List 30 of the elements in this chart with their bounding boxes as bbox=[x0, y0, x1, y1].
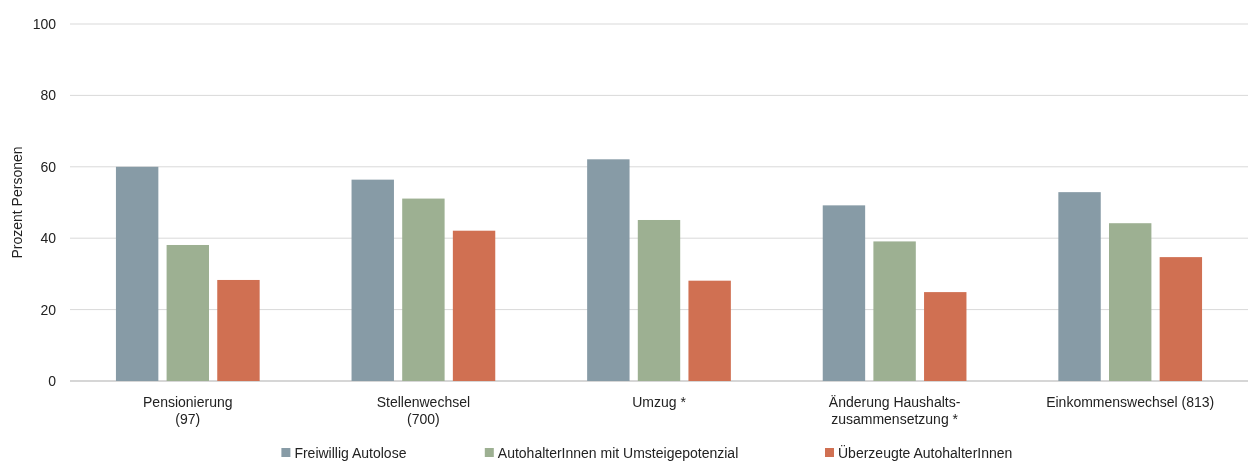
legend-label: AutohalterInnen mit Umsteigepotenzial bbox=[497, 445, 739, 461]
x-tick-label: Einkommenswechsel (813) bbox=[1046, 394, 1215, 410]
y-tick-label: 60 bbox=[40, 158, 57, 175]
bar bbox=[637, 219, 681, 381]
bar bbox=[217, 279, 260, 381]
bar bbox=[115, 166, 159, 381]
x-tick-label: Pensionierung (97) bbox=[143, 394, 233, 427]
y-tick-label: 20 bbox=[40, 301, 57, 318]
x-tick-label: Änderung Haushalts- zusammensetzung * bbox=[828, 394, 961, 427]
y-tick-label: 40 bbox=[40, 230, 57, 247]
bar bbox=[822, 205, 866, 381]
bar bbox=[1159, 257, 1203, 381]
y-tick-label: 0 bbox=[48, 372, 57, 389]
bar bbox=[924, 292, 967, 381]
bar bbox=[1109, 223, 1152, 381]
x-tick-label: Stellenwechsel (700) bbox=[376, 394, 471, 427]
bar bbox=[402, 198, 445, 381]
y-tick-label: 100 bbox=[32, 15, 57, 32]
y-tick-label: 80 bbox=[40, 87, 57, 104]
x-tick-label: Umzug * bbox=[632, 394, 687, 410]
bar bbox=[688, 280, 731, 381]
legend-label: Überzeugte AutohalterInnen bbox=[838, 444, 1013, 461]
bar bbox=[452, 230, 496, 381]
legend-label: Freiwillig Autolose bbox=[294, 445, 407, 461]
bar bbox=[587, 159, 630, 381]
y-axis-title: Prozent Personen bbox=[9, 146, 25, 259]
bar bbox=[166, 244, 209, 381]
bar bbox=[351, 179, 394, 381]
bar bbox=[873, 241, 916, 381]
bar bbox=[1058, 192, 1101, 381]
